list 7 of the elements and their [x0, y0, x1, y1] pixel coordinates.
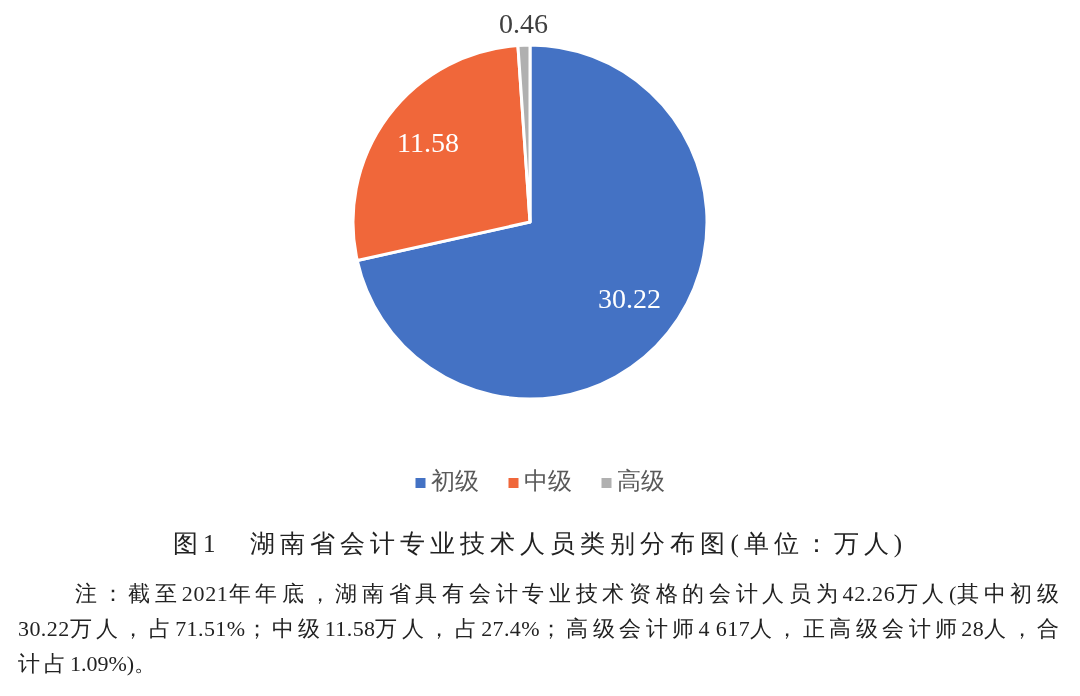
data-label: 30.22	[597, 283, 661, 315]
data-label: 0.46	[499, 8, 549, 40]
data-label: 11.58	[396, 127, 459, 159]
legend-label: 中级	[523, 467, 572, 495]
legend-label: 初级	[430, 467, 479, 495]
legend-label: 高级	[616, 467, 665, 495]
text: 图1 湖南省会计专业技术人员类别分布图(单位：万人)	[172, 530, 908, 558]
